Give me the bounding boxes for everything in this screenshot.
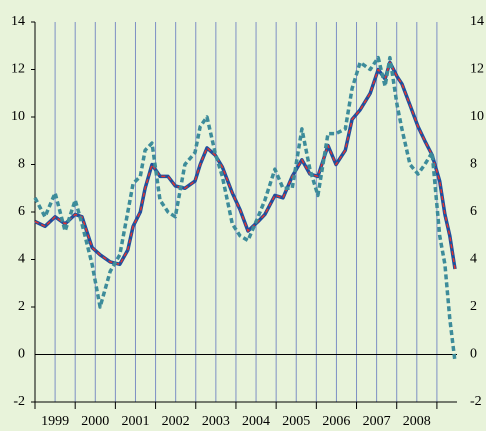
y-tick-label: 14: [11, 14, 25, 29]
y-tick-label: 2: [18, 299, 25, 314]
x-tick-label: 2001: [121, 414, 149, 429]
x-tick-label: 2006: [322, 414, 350, 429]
y2-tick-label: 4: [470, 252, 477, 267]
y-tick-label: -2: [13, 394, 25, 409]
series-line: [33, 55, 457, 362]
y-tick-label: 0: [18, 347, 25, 362]
y2-tick-label: 6: [470, 204, 477, 219]
x-tick-label: 2002: [162, 414, 190, 429]
y2-tick-label: 8: [470, 157, 477, 172]
y2-tick-label: 12: [470, 62, 484, 77]
y2-tick-label: -2: [470, 394, 482, 409]
x-tick-label: 2007: [363, 414, 391, 429]
y-tick-label: 4: [18, 252, 25, 267]
x-tick-label: 2000: [81, 414, 109, 429]
x-tick-label: 1999: [41, 414, 69, 429]
y2-tick-label: 10: [470, 109, 484, 124]
y2-tick-label: 0: [470, 347, 477, 362]
y-tick-label: 12: [11, 62, 25, 77]
y-tick-label: 6: [18, 204, 25, 219]
x-tick-label: 2005: [282, 414, 310, 429]
y-tick-label: 10: [11, 109, 25, 124]
x-tick-label: 2004: [242, 414, 270, 429]
y2-tick-label: 2: [470, 299, 477, 314]
x-tick-label: 2008: [403, 414, 431, 429]
y-tick-label: 8: [18, 157, 25, 172]
y2-tick-label: 14: [470, 14, 484, 29]
x-tick-label: 2003: [202, 414, 230, 429]
